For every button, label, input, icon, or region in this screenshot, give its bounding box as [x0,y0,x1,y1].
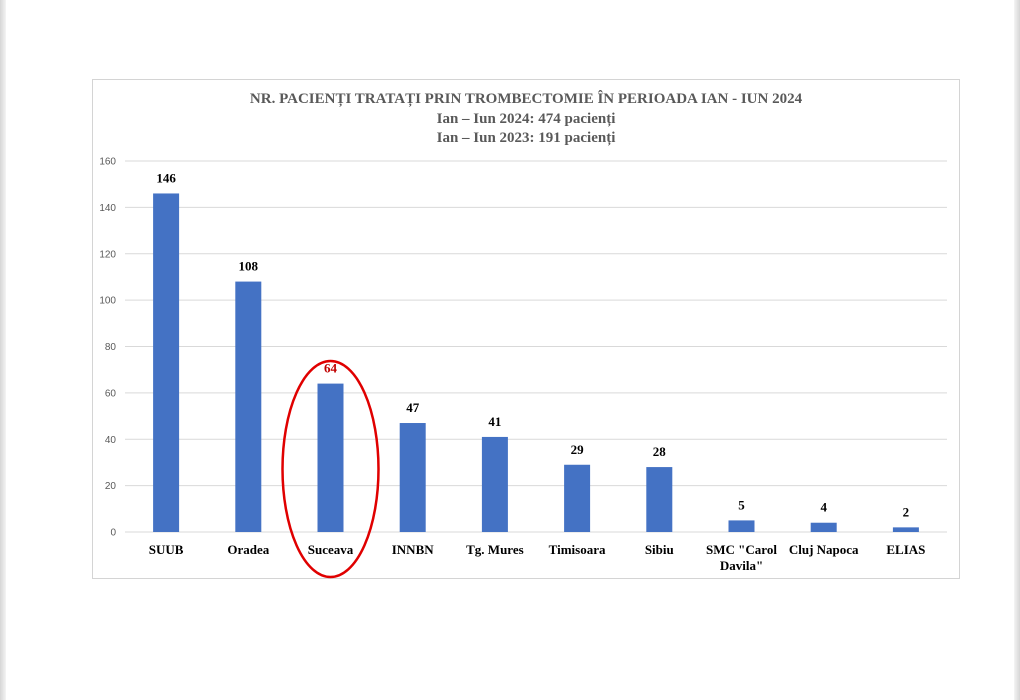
bar-9 [892,527,919,532]
category-label: Oradea [227,542,269,557]
category-label: Tg. Mures [466,542,524,557]
value-label: 29 [571,442,585,457]
y-tick-label: 20 [105,481,117,492]
value-label: 2 [903,504,910,519]
chart-subtitle-2024: Ian – Iun 2024: 474 pacienți [436,111,616,127]
bar-2 [317,383,344,532]
chart-subtitle-2023: Ian – Iun 2023: 191 pacienți [436,130,616,146]
chart-title: NR. PACIENȚI TRATAȚI PRIN TROMBECTOMIE Î… [249,91,803,107]
category-label: ELIAS [886,542,925,557]
bar-7 [728,520,755,532]
y-tick-label: 100 [99,296,116,307]
value-label: 28 [653,444,667,459]
value-label: 64 [324,361,338,376]
y-tick-label: 160 [99,157,116,168]
y-tick-label: 140 [99,203,116,214]
bar-5 [564,464,591,532]
category-label: Sibiu [645,542,674,557]
category-label: SMC "Carol Davila" [706,542,777,573]
category-label: Cluj Napoca [789,542,859,557]
category-label: Suceava [308,542,354,557]
page-edge-left [0,0,6,700]
page-edge-right [1014,0,1020,700]
y-tick-label: 40 [105,435,117,446]
bar-3 [399,423,426,532]
y-tick-label: 60 [105,388,117,399]
category-label: SUUB [149,542,184,557]
value-label: 4 [820,500,827,515]
y-tick-label: 120 [99,249,116,260]
y-tick-label: 80 [105,342,117,353]
category-label: Timisoara [549,542,606,557]
value-label: 146 [156,170,176,185]
highlight-circle [281,359,380,579]
bar-8 [810,522,837,532]
y-tick-label: 0 [110,528,116,539]
bar-1 [235,281,262,532]
value-label: 47 [406,400,420,415]
value-label: 108 [239,259,259,274]
value-label: 5 [738,497,745,512]
value-label: 41 [488,414,501,429]
bar-6 [646,467,673,532]
bar-0 [153,193,180,532]
bar-4 [481,436,508,532]
category-label: INNBN [392,542,435,557]
